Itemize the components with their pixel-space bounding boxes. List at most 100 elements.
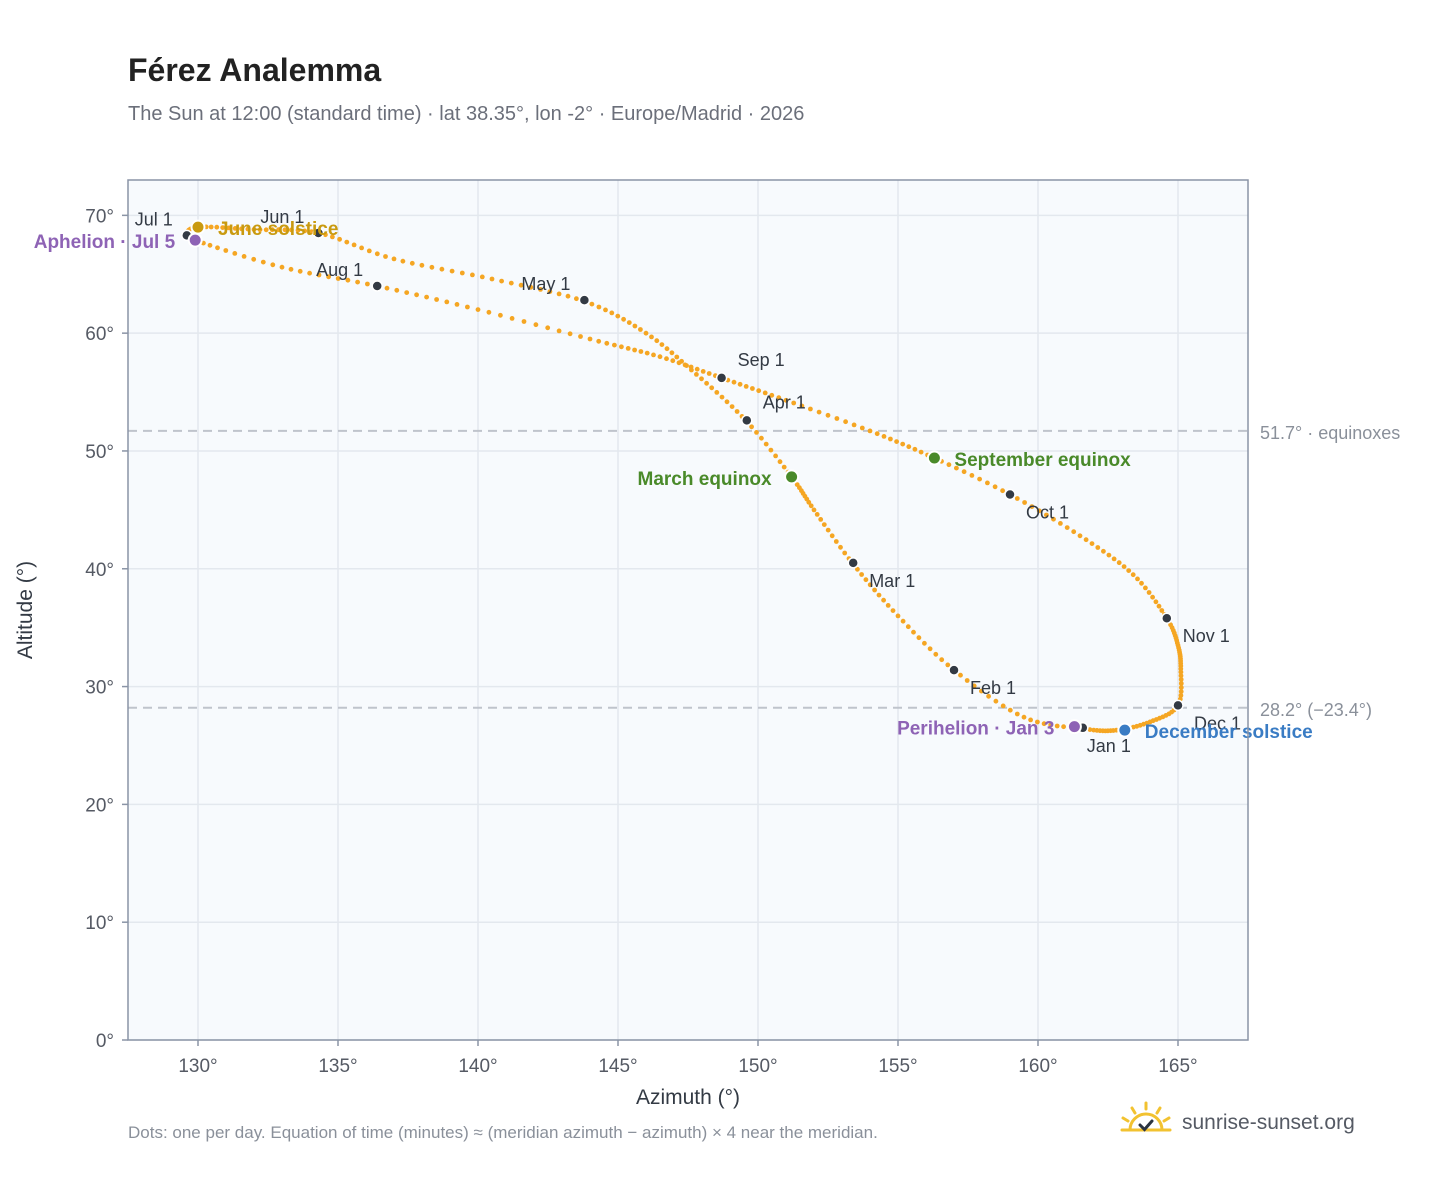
day-dot: [855, 566, 860, 572]
day-dot: [625, 346, 631, 351]
day-dot: [316, 272, 322, 278]
day-dot: [538, 287, 543, 292]
day-dot: [768, 447, 774, 453]
brand[interactable]: sunrise-sunset.org: [1118, 1100, 1355, 1145]
day-dot: [939, 657, 945, 663]
x-tick-label: 150°: [738, 1056, 777, 1077]
day-dot: [743, 384, 749, 389]
day-dot: [859, 425, 865, 431]
day-dot: [1178, 677, 1184, 682]
day-dot: [470, 272, 475, 278]
reference-label: 28.2° (−23.4°): [1260, 700, 1372, 720]
day-dot: [589, 301, 595, 307]
day-dot: [1036, 508, 1042, 514]
day-dot: [556, 328, 562, 334]
day-dot: [404, 290, 410, 295]
day-dot: [208, 224, 214, 230]
day-dot: [215, 245, 220, 251]
day-dot: [459, 270, 465, 276]
day-dot: [1178, 689, 1184, 694]
day-dot: [659, 342, 665, 347]
day-dot: [649, 334, 654, 340]
y-tick-label: 30°: [85, 678, 114, 699]
day-dot: [851, 422, 857, 428]
day-dot: [587, 336, 593, 342]
y-tick-label: 50°: [85, 442, 114, 463]
month-dot: [847, 557, 859, 569]
day-dot: [307, 270, 312, 276]
day-dot: [843, 419, 848, 425]
day-dot: [604, 340, 610, 346]
day-dot: [754, 430, 759, 435]
day-dot: [1014, 496, 1020, 501]
day-dot: [337, 236, 342, 242]
event-label: September equinox: [954, 450, 1131, 471]
day-dot: [1159, 608, 1165, 613]
month-dot: [715, 372, 728, 384]
day-dot: [1041, 721, 1047, 727]
day-dot: [1178, 673, 1184, 679]
day-dot: [297, 268, 303, 274]
day-dot: [756, 388, 762, 394]
day-dot: [933, 651, 939, 657]
day-dot: [251, 256, 257, 262]
day-dot: [498, 312, 503, 318]
day-dot: [814, 512, 820, 517]
day-dot: [694, 366, 700, 372]
day-dot: [651, 352, 656, 358]
day-dot: [669, 350, 675, 356]
day-dot: [479, 274, 485, 280]
event-label: Perihelion · Jan 3: [897, 719, 1054, 740]
day-dot: [1089, 541, 1095, 546]
day-dot: [969, 473, 975, 478]
day-dot: [894, 439, 899, 444]
day-dot: [777, 459, 783, 465]
day-dot: [295, 227, 301, 233]
day-dot: [734, 409, 740, 414]
day-dot: [232, 251, 238, 256]
day-dot: [439, 266, 445, 272]
event-dot: [187, 232, 203, 248]
day-dot: [867, 428, 873, 434]
day-dot: [1035, 719, 1040, 725]
day-dot: [838, 544, 843, 550]
day-dot: [509, 316, 515, 321]
day-dot: [359, 245, 364, 251]
day-dot: [911, 629, 916, 635]
day-dot: [323, 232, 328, 238]
day-dot: [664, 356, 669, 362]
day-dot: [302, 228, 308, 234]
day-dot: [872, 587, 877, 593]
day-dot: [1087, 727, 1093, 732]
day-dot: [226, 225, 232, 231]
month-label: Oct 1: [1026, 503, 1069, 523]
day-dot: [859, 572, 864, 577]
day-dot: [632, 323, 638, 329]
day-dot: [769, 392, 775, 398]
x-tick-label: 165°: [1158, 1056, 1197, 1077]
day-dot: [900, 618, 906, 624]
month-dot: [741, 414, 753, 427]
chart-title: Férez Analemma: [128, 52, 382, 88]
day-dot: [1178, 685, 1184, 690]
day-dot: [709, 385, 715, 391]
month-dot: [312, 227, 325, 239]
day-dot: [429, 264, 435, 270]
y-tick-label: 70°: [85, 206, 114, 227]
day-dot: [414, 292, 419, 298]
day-dot: [245, 226, 251, 232]
day-dot: [688, 364, 694, 370]
month-markers: Jan 1 Feb 1 Mar 1 Apr 1 May 1 Jun 1 Jul 1 Aug 1…: [135, 207, 1241, 756]
event-label: December solstice: [1145, 722, 1313, 743]
month-dot: [371, 280, 383, 292]
day-dot: [424, 294, 429, 300]
day-dot: [993, 698, 999, 704]
day-dot: [759, 435, 764, 441]
day-dot: [1014, 711, 1020, 717]
day-dot: [1153, 599, 1159, 605]
day-dot: [986, 693, 991, 699]
day-dot: [657, 354, 663, 360]
plot-frame: [127, 179, 1249, 1041]
day-dot: [670, 358, 676, 364]
day-dot: [905, 624, 911, 630]
